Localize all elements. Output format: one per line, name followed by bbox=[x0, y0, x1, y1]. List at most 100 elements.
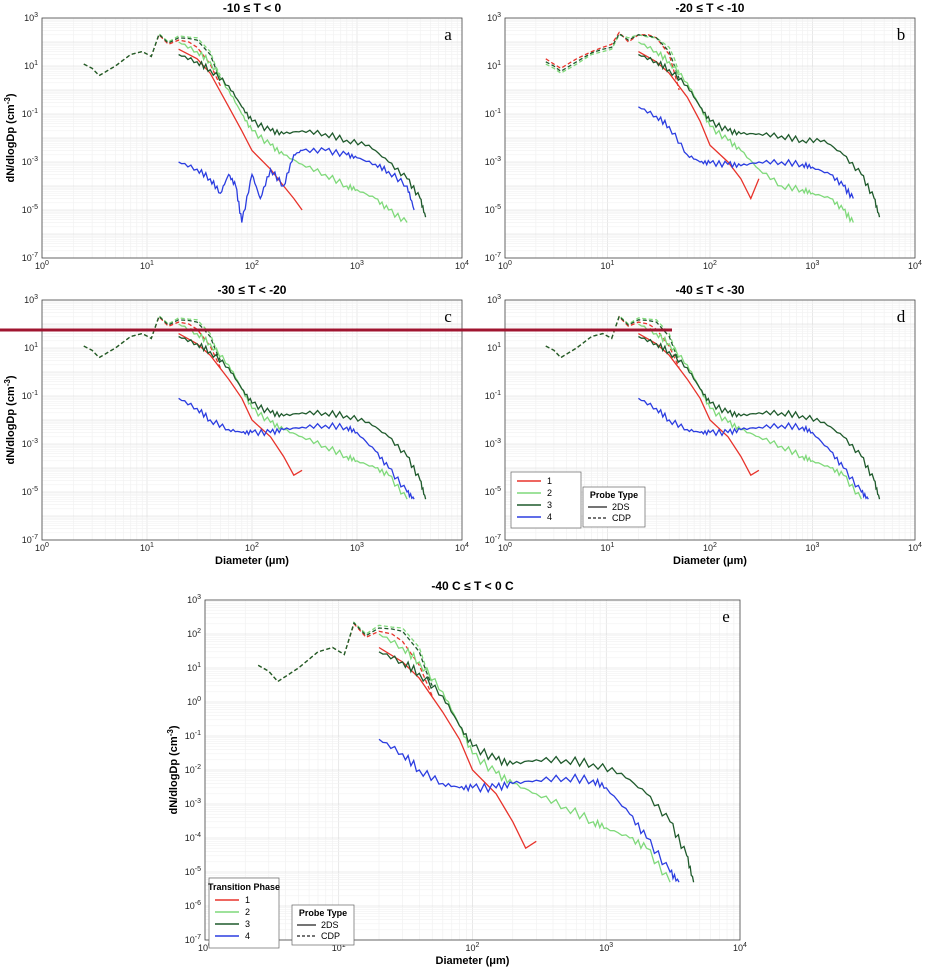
x-tick-label: 100 bbox=[35, 542, 49, 553]
series-line-phase3-2ds bbox=[638, 53, 881, 218]
y-tick-label: 103 bbox=[487, 294, 501, 305]
phase-legend-title: Transition Phase bbox=[208, 882, 280, 892]
y-tick-label: 103 bbox=[24, 12, 38, 23]
y-tick-label: 101 bbox=[24, 60, 38, 71]
panel-title: -10 ≤ T < 0 bbox=[223, 1, 282, 15]
series-group bbox=[257, 621, 695, 883]
y-tick-label: 10-3 bbox=[485, 156, 501, 167]
legend-entry: 2DS bbox=[612, 502, 630, 512]
y-tick-label: 103 bbox=[187, 594, 201, 605]
legend-entry: CDP bbox=[612, 513, 631, 523]
series-line-phase3-cdp bbox=[83, 33, 221, 79]
axes-frame bbox=[504, 299, 916, 541]
series-line-phase3-2ds bbox=[178, 335, 427, 500]
x-axis-label: Diameter (μm) bbox=[215, 555, 289, 567]
y-tick-label: 10-5 bbox=[485, 486, 501, 497]
series-line-phase2-2ds bbox=[638, 41, 854, 224]
x-tick-label: 100 bbox=[498, 542, 512, 553]
x-tick-label: 100 bbox=[498, 260, 512, 271]
y-tick-label: 103 bbox=[24, 294, 38, 305]
y-tick-label: 10-3 bbox=[485, 438, 501, 449]
y-tick-label: 101 bbox=[24, 342, 38, 353]
axes-frame bbox=[41, 17, 463, 259]
series-line-phase1-cdp bbox=[545, 31, 680, 91]
panel-b: 100 101 102 103 104 10-7 10-5 10-3 10-1 101 103 -20… bbox=[485, 1, 922, 271]
y-tick-label: 103 bbox=[487, 12, 501, 23]
series-line-phase4-2ds bbox=[638, 106, 854, 200]
x-tick-label: 101 bbox=[140, 542, 154, 553]
x-tick-label: 100 bbox=[35, 260, 49, 271]
x-tick-label: 103 bbox=[350, 542, 364, 553]
x-tick-label: 101 bbox=[332, 942, 346, 953]
y-tick-label: 10-3 bbox=[22, 156, 38, 167]
series-group bbox=[83, 32, 427, 223]
series-line-phase2-2ds bbox=[178, 41, 408, 223]
legend-entry: 2 bbox=[547, 488, 552, 498]
x-tick-label: 102 bbox=[466, 942, 480, 953]
x-tick-label: 102 bbox=[245, 260, 259, 271]
y-tick-label: 10-5 bbox=[485, 204, 501, 215]
x-tick-label: 104 bbox=[908, 260, 922, 271]
series-line-phase3-cdp bbox=[257, 621, 433, 687]
legend-entry: 1 bbox=[547, 476, 552, 486]
y-tick-label: 10-5 bbox=[22, 486, 38, 497]
x-axis-label: Diameter (μm) bbox=[673, 555, 747, 567]
panel-title: -20 ≤ T < -10 bbox=[676, 1, 745, 15]
y-tick-label: 10-5 bbox=[185, 866, 201, 877]
series-line-phase3-cdp bbox=[83, 315, 221, 361]
series-group bbox=[545, 31, 881, 224]
panel-letter: a bbox=[444, 25, 452, 44]
y-tick-label: 101 bbox=[487, 60, 501, 71]
x-tick-label: 101 bbox=[140, 260, 154, 271]
x-tick-label: 103 bbox=[350, 260, 364, 271]
legend-entry: 2 bbox=[245, 907, 250, 917]
series-line-phase4-2ds bbox=[178, 397, 415, 500]
y-tick-label: 10-3 bbox=[22, 438, 38, 449]
y-tick-label: 10-6 bbox=[185, 900, 201, 911]
panel-letter: d bbox=[897, 307, 906, 326]
panel-letter: b bbox=[897, 25, 906, 44]
series-line-phase3-2ds bbox=[178, 53, 427, 218]
series-line-phase2-cdp bbox=[545, 34, 680, 74]
axes-frame bbox=[41, 299, 463, 541]
grid bbox=[41, 18, 462, 259]
x-axis-label: Diameter (μm) bbox=[436, 955, 510, 967]
y-tick-label: 101 bbox=[187, 662, 201, 673]
y-tick-label: 101 bbox=[487, 342, 501, 353]
y-tick-label: 10-1 bbox=[22, 390, 38, 401]
y-tick-label: 10-1 bbox=[485, 108, 501, 119]
y-tick-label: 10-1 bbox=[485, 390, 501, 401]
y-tick-label: 100 bbox=[187, 696, 201, 707]
x-tick-label: 101 bbox=[601, 260, 615, 271]
panel-a: 100 101 102 103 104 10-7 10-5 10-3 10-1 101 103 -10… bbox=[3, 1, 469, 271]
x-tick-label: 103 bbox=[806, 542, 820, 553]
y-tick-label: 10-1 bbox=[185, 730, 201, 741]
panel-c: 100 101 102 103 104 10-7 10-5 10-3 10-1 101 103 -30… bbox=[3, 283, 469, 567]
y-axis-label: dN/dlogDp (cm-3) bbox=[3, 93, 17, 182]
grid bbox=[504, 300, 915, 541]
panel-letter: c bbox=[444, 307, 452, 326]
series-line-phase3-cdp bbox=[545, 32, 680, 79]
y-tick-label: 10-7 bbox=[185, 934, 201, 945]
phase-legend: 1 2 3 4 bbox=[510, 471, 582, 529]
axes-frame bbox=[504, 17, 916, 259]
series-line-phase4-2ds bbox=[638, 397, 869, 500]
x-tick-label: 102 bbox=[245, 542, 259, 553]
y-tick-label: 10-3 bbox=[185, 798, 201, 809]
x-tick-label: 102 bbox=[703, 260, 717, 271]
grid bbox=[41, 300, 462, 541]
y-tick-label: 10-5 bbox=[22, 204, 38, 215]
series-line-phase4-2ds bbox=[378, 738, 680, 883]
legend-entry: 3 bbox=[245, 919, 250, 929]
y-tick-label: 10-7 bbox=[22, 534, 38, 545]
legend-entry: 4 bbox=[245, 931, 250, 941]
probe-legend-title: Probe Type bbox=[299, 908, 347, 918]
y-tick-label: 10-7 bbox=[485, 534, 501, 545]
panel-title: -40 C ≤ T < 0 C bbox=[431, 579, 514, 593]
legend-entry: 3 bbox=[547, 500, 552, 510]
y-axis-label: dN/dlogDp (cm-3) bbox=[166, 725, 180, 814]
legend-entry: CDP bbox=[321, 931, 340, 941]
x-tick-label: 103 bbox=[599, 942, 613, 953]
probe-legend-title: Probe Type bbox=[590, 490, 638, 500]
